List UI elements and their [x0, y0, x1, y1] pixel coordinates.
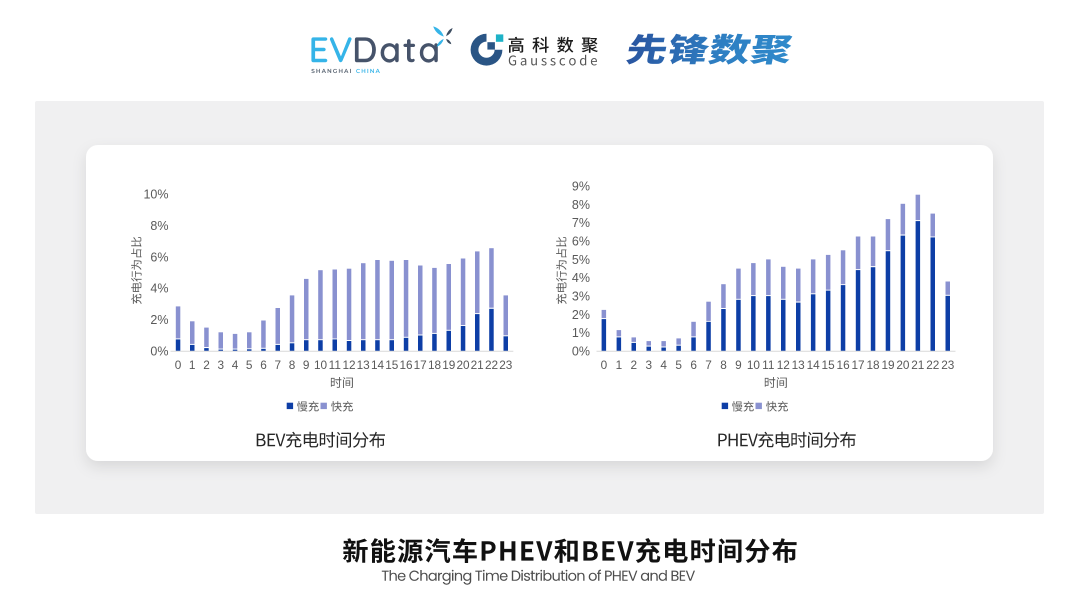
svg-text:11: 11	[762, 358, 774, 372]
svg-text:13: 13	[357, 358, 371, 372]
svg-text:19: 19	[881, 358, 894, 372]
svg-text:8%: 8%	[572, 198, 590, 212]
svg-text:3%: 3%	[572, 290, 590, 304]
svg-text:21: 21	[911, 358, 924, 372]
svg-text:2: 2	[203, 358, 210, 372]
svg-text:9: 9	[735, 358, 742, 372]
svg-text:18: 18	[428, 358, 442, 372]
svg-text:13: 13	[792, 358, 806, 372]
svg-text:0%: 0%	[572, 345, 590, 359]
svg-text:19: 19	[442, 358, 455, 372]
svg-text:9%: 9%	[572, 179, 590, 193]
svg-text:20: 20	[896, 358, 910, 372]
svg-text:11: 11	[329, 358, 341, 372]
svg-text:0: 0	[601, 358, 608, 372]
svg-text:22: 22	[926, 358, 939, 372]
svg-text:7: 7	[705, 358, 712, 372]
svg-text:8: 8	[289, 358, 296, 372]
svg-text:2: 2	[631, 358, 638, 372]
svg-text:4%: 4%	[572, 271, 590, 285]
svg-text:12: 12	[342, 358, 355, 372]
svg-text:23: 23	[499, 358, 513, 372]
svg-text:4%: 4%	[150, 282, 168, 296]
svg-text:2%: 2%	[150, 313, 168, 327]
svg-text:2%: 2%	[572, 308, 590, 322]
svg-text:0: 0	[175, 358, 182, 372]
svg-text:6%: 6%	[150, 250, 168, 264]
svg-text:8%: 8%	[150, 219, 168, 233]
svg-text:4: 4	[232, 358, 239, 372]
svg-text:0%: 0%	[150, 345, 168, 359]
svg-text:7%: 7%	[572, 216, 590, 230]
svg-text:17: 17	[414, 358, 427, 372]
svg-text:6: 6	[690, 358, 697, 372]
svg-text:1: 1	[616, 358, 623, 372]
svg-text:22: 22	[485, 358, 498, 372]
svg-text:14: 14	[807, 358, 821, 372]
svg-text:7: 7	[275, 358, 282, 372]
svg-text:9: 9	[303, 358, 310, 372]
svg-text:1: 1	[189, 358, 196, 372]
svg-text:23: 23	[941, 358, 955, 372]
svg-text:14: 14	[371, 358, 385, 372]
svg-text:3: 3	[218, 358, 225, 372]
svg-text:5: 5	[246, 358, 253, 372]
svg-text:20: 20	[456, 358, 470, 372]
svg-text:15: 15	[822, 358, 836, 372]
svg-text:5%: 5%	[572, 253, 590, 267]
svg-text:1%: 1%	[572, 326, 590, 340]
svg-text:3: 3	[646, 358, 653, 372]
svg-text:18: 18	[866, 358, 880, 372]
svg-text:8: 8	[720, 358, 727, 372]
svg-text:16: 16	[399, 358, 413, 372]
svg-text:21: 21	[471, 358, 484, 372]
svg-text:10%: 10%	[143, 187, 168, 201]
svg-text:4: 4	[660, 358, 667, 372]
svg-text:10: 10	[747, 358, 761, 372]
svg-text:17: 17	[851, 358, 864, 372]
svg-text:15: 15	[385, 358, 399, 372]
svg-text:16: 16	[837, 358, 851, 372]
svg-text:12: 12	[777, 358, 790, 372]
svg-text:6%: 6%	[572, 235, 590, 249]
svg-text:10: 10	[314, 358, 328, 372]
svg-text:5: 5	[675, 358, 682, 372]
svg-text:6: 6	[260, 358, 267, 372]
